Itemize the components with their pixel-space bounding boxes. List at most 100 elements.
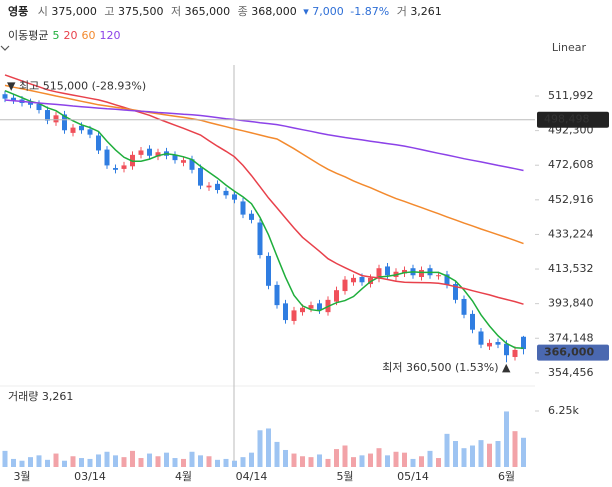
candle-body (291, 310, 297, 321)
ma-items: 5 20 60 120 (48, 29, 120, 42)
candle-body (266, 255, 271, 286)
dropdown-icon[interactable] (0, 44, 10, 52)
legend-item: 60 (81, 29, 96, 42)
y-tick-label: 452,916 (548, 193, 594, 206)
volume-bar (393, 451, 399, 467)
ma-line (4, 90, 524, 349)
candle-body (334, 290, 339, 302)
volume-bar (325, 458, 331, 467)
volume-bar (453, 441, 458, 467)
candle-body (376, 268, 382, 279)
scale-mode[interactable]: Linear (551, 41, 586, 54)
volume-bar (444, 433, 450, 467)
candle-body (53, 115, 59, 123)
volume-bar (351, 457, 356, 467)
candle-body (70, 127, 76, 133)
high-annotation: ▼ 최고 515,000 (-28.93%) (7, 80, 146, 93)
volume-bar (283, 449, 288, 467)
volume-bar (45, 459, 50, 467)
volume-label: 거 (396, 5, 407, 18)
candle-body (45, 110, 50, 121)
y-tick-label: 492,300 (548, 124, 594, 137)
volume-bar (427, 450, 433, 467)
x-tick-label: 03/14 (74, 470, 106, 483)
volume-bar (130, 450, 135, 467)
y-tick-label: 393,840 (548, 297, 594, 310)
candle-body (79, 125, 84, 131)
y-tick-label: 433,224 (548, 227, 594, 240)
crosshair-label-box (537, 111, 609, 128)
candle-body (512, 349, 518, 357)
volume-bar (342, 445, 348, 467)
volume-bar (410, 458, 416, 467)
candle-body (206, 185, 212, 188)
volume-bar (215, 459, 220, 467)
candle-body (410, 268, 416, 276)
ma-label: 이동평균 (8, 29, 49, 42)
x-tick-label: 04/14 (236, 470, 268, 483)
volume-bar (181, 458, 186, 467)
candle-body (325, 299, 331, 313)
candle-body (181, 160, 186, 163)
candle-body (359, 277, 365, 283)
volume-bar (155, 456, 161, 467)
volume-bar (419, 456, 424, 467)
candle-body (28, 102, 33, 105)
y-tick-label: 354,456 (548, 366, 594, 379)
open-label: 시 (37, 5, 48, 18)
candle-body (2, 94, 8, 99)
candle-body (138, 150, 144, 155)
volume-bar (28, 457, 33, 467)
volume-bar (436, 458, 441, 467)
volume-bar (385, 455, 390, 467)
volume-title: 거래량 3,261 (8, 390, 73, 403)
volume-bar (291, 453, 297, 467)
current-price-box (537, 344, 609, 361)
volume-bar (121, 457, 127, 467)
candle-body (393, 271, 399, 278)
ma-legend: 이동평균 5 20 60 120 (8, 27, 120, 43)
candle-body (215, 183, 220, 191)
volume-bar (206, 456, 212, 467)
legend-item: 120 (99, 29, 121, 42)
candle-body (232, 194, 237, 200)
volume-bar (359, 455, 365, 467)
volume-value: 3,261 (410, 5, 442, 18)
crosshair-label: 498,498 (544, 113, 590, 126)
volume-bar (147, 453, 152, 467)
close-label: 종 (237, 5, 248, 18)
change-percent: -1.87% (350, 5, 390, 18)
legend-item: 5 (52, 29, 60, 42)
candle-body (223, 190, 229, 196)
candle-body (198, 168, 203, 186)
volume-bar (19, 460, 25, 467)
candle-body (240, 201, 246, 215)
candle-body (147, 148, 152, 156)
stock-name: 영풍 (8, 5, 29, 18)
candle-body (504, 343, 509, 356)
volume-bar (368, 453, 373, 467)
candle-body (470, 313, 475, 330)
candle-body (317, 303, 322, 311)
x-tick-label: 5월 (336, 470, 353, 483)
candle-body (155, 152, 161, 157)
volume-bar (70, 456, 76, 467)
candle-body (385, 266, 390, 276)
volume-bar (249, 452, 254, 467)
candle-body (189, 159, 195, 170)
candle-body (274, 284, 280, 306)
candle-body (521, 336, 526, 350)
volume-bar (11, 458, 16, 467)
volume-bar (53, 453, 59, 467)
candle-body (308, 305, 314, 309)
volume-bar (79, 458, 84, 467)
candle-body (444, 274, 450, 285)
quote-header: 영풍 시 375,000 고 375,500 저 365,000 종 368,0… (8, 3, 442, 19)
candle-body (113, 168, 118, 170)
candle-body (96, 135, 101, 151)
candle-body (283, 303, 288, 321)
volume-bar (461, 448, 467, 467)
y-tick-label: 472,608 (548, 158, 594, 171)
high-value: 375,500 (118, 5, 164, 18)
